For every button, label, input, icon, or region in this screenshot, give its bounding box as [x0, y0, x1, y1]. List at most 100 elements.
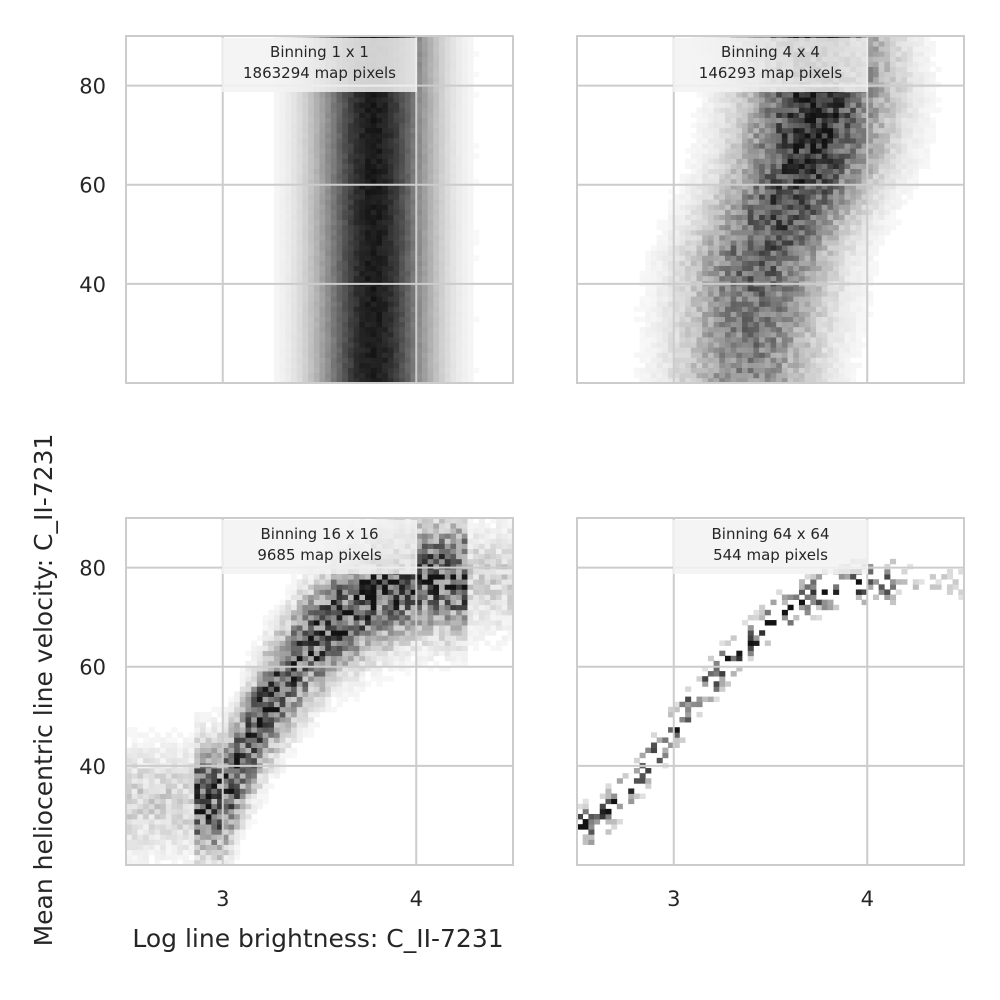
heatmap-cell [467, 296, 474, 302]
heatmap-cell [764, 362, 771, 369]
heatmap-cell [325, 132, 332, 139]
heatmap-cell [878, 209, 885, 215]
heatmap-cell [747, 337, 754, 343]
heatmap-cell [850, 286, 857, 292]
heatmap-cell [747, 112, 754, 118]
heatmap-cell [753, 219, 760, 226]
heatmap-cell [753, 204, 760, 210]
heatmap-cell [884, 112, 891, 118]
heatmap-cell [827, 352, 834, 358]
heatmap-cell [325, 301, 332, 307]
heatmap-cell [736, 311, 743, 318]
heatmap-cell [365, 168, 372, 175]
heatmap-cell [347, 189, 354, 195]
heatmap-cell [804, 337, 811, 343]
heatmap-cell [844, 296, 851, 302]
heatmap-cell [781, 265, 788, 272]
heatmap-cell [844, 158, 851, 164]
heatmap-cell [770, 296, 777, 302]
heatmap-cell [433, 107, 440, 113]
heatmap-cell [404, 240, 411, 246]
heatmap-cell [781, 357, 788, 363]
heatmap-cell [439, 331, 446, 338]
heatmap-cell [330, 357, 337, 363]
heatmap-cell [679, 265, 686, 272]
heatmap-cell [742, 214, 749, 221]
heatmap-cell [296, 173, 303, 180]
heatmap-cell [399, 301, 406, 307]
heatmap-cell [798, 255, 805, 261]
heatmap-cell [302, 347, 309, 353]
heatmap-cell [747, 132, 754, 139]
heatmap-cell [444, 275, 451, 282]
heatmap-cell [376, 168, 383, 175]
heatmap-cell [382, 148, 389, 154]
heatmap-cell [393, 235, 400, 241]
heatmap-cell [798, 229, 805, 236]
heatmap-cell [450, 122, 457, 129]
heatmap-cell [456, 66, 463, 73]
heatmap-cell [821, 275, 828, 282]
heatmap-cell [713, 138, 720, 144]
heatmap-cell [285, 183, 292, 190]
heatmap-cell [296, 199, 303, 205]
heatmap-cell [296, 112, 303, 118]
heatmap-cell [399, 117, 406, 124]
heatmap-cell [330, 143, 337, 149]
heatmap-cell [296, 214, 303, 221]
heatmap-cell [707, 367, 714, 374]
heatmap-cell [696, 158, 703, 164]
heatmap-cell [816, 183, 823, 190]
heatmap-cell [867, 260, 874, 266]
heatmap-cell [456, 219, 463, 226]
heatmap-cell [764, 357, 771, 363]
heatmap-cell [890, 163, 897, 170]
heatmap-cell [884, 56, 891, 62]
heatmap-cell [753, 148, 760, 154]
heatmap-cell [747, 183, 754, 190]
heatmap-cell [353, 214, 360, 221]
heatmap-cell [736, 337, 743, 343]
heatmap-cell [668, 214, 675, 221]
heatmap-cell [764, 214, 771, 221]
heatmap-cell [456, 122, 463, 129]
heatmap-cell [793, 235, 800, 241]
heatmap-cell [804, 296, 811, 302]
heatmap-cell [730, 296, 737, 302]
heatmap-cell [370, 260, 377, 266]
heatmap-cell [421, 255, 428, 261]
heatmap-cell [382, 306, 389, 312]
heatmap-cell [793, 270, 800, 277]
heatmap-cell [770, 372, 777, 379]
heatmap-cell [370, 127, 377, 134]
heatmap-cell [319, 362, 326, 369]
heatmap-cell [821, 199, 828, 205]
heatmap-cell [679, 296, 686, 302]
heatmap-cell [810, 214, 817, 221]
heatmap-cell [410, 173, 417, 180]
heatmap-cell [279, 357, 286, 363]
heatmap-cell [291, 224, 298, 231]
heatmap-cell [747, 102, 754, 108]
heatmap-cell [668, 321, 675, 328]
heatmap-cell [387, 321, 394, 328]
heatmap-cell [827, 168, 834, 175]
heatmap-cell [393, 214, 400, 221]
heatmap-cell [878, 214, 885, 221]
heatmap-cell [679, 357, 686, 363]
heatmap-cell [776, 331, 783, 338]
heatmap-cell [730, 97, 737, 103]
heatmap-cell [753, 362, 760, 369]
heatmap-cell [376, 296, 383, 302]
heatmap-cell [308, 148, 315, 154]
heatmap-cell [645, 311, 652, 318]
heatmap-cell [810, 245, 817, 251]
heatmap-cell [456, 367, 463, 374]
heatmap-cell [742, 367, 749, 374]
heatmap-cell [804, 357, 811, 363]
heatmap-cell [410, 194, 417, 200]
heatmap-cell [833, 189, 840, 195]
heatmap-cell [810, 97, 817, 103]
heatmap-cell [690, 209, 697, 215]
heatmap-cell [764, 326, 771, 333]
